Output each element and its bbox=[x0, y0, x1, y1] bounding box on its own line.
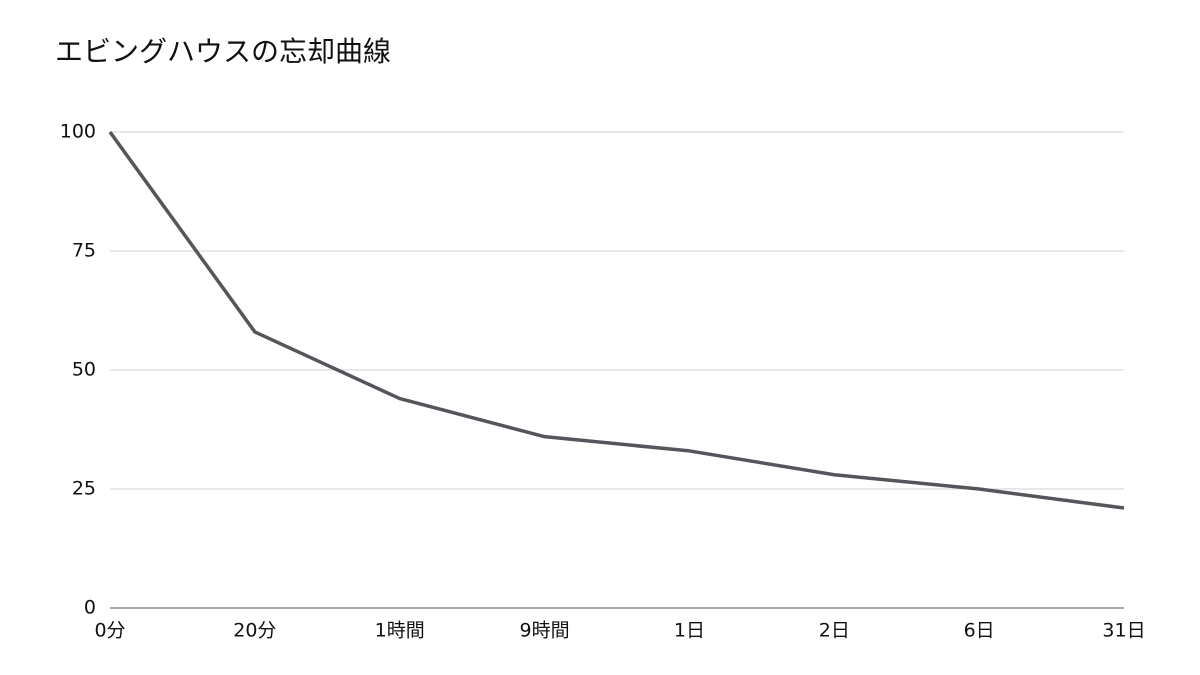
line-series bbox=[108, 130, 1125, 510]
x-tick-label: 6日 bbox=[964, 620, 995, 642]
chart-title: エビングハウスの忘却曲線 bbox=[55, 35, 391, 68]
x-tick-label: 31日 bbox=[1102, 620, 1145, 642]
x-tick-label: 1日 bbox=[674, 620, 705, 642]
y-tick-label: 100 bbox=[60, 121, 96, 143]
y-tick-label: 0 bbox=[84, 597, 96, 619]
x-tick-label: 20分 bbox=[233, 620, 276, 642]
y-tick-label: 25 bbox=[72, 478, 96, 500]
y-tick-label: 75 bbox=[72, 240, 96, 262]
x-tick-label: 1時間 bbox=[375, 620, 425, 642]
y-tick-label: 50 bbox=[72, 359, 96, 381]
x-tick-label: 9時間 bbox=[520, 620, 570, 642]
x-tick-label: 0分 bbox=[94, 620, 125, 642]
x-tick-label: 2日 bbox=[819, 620, 850, 642]
